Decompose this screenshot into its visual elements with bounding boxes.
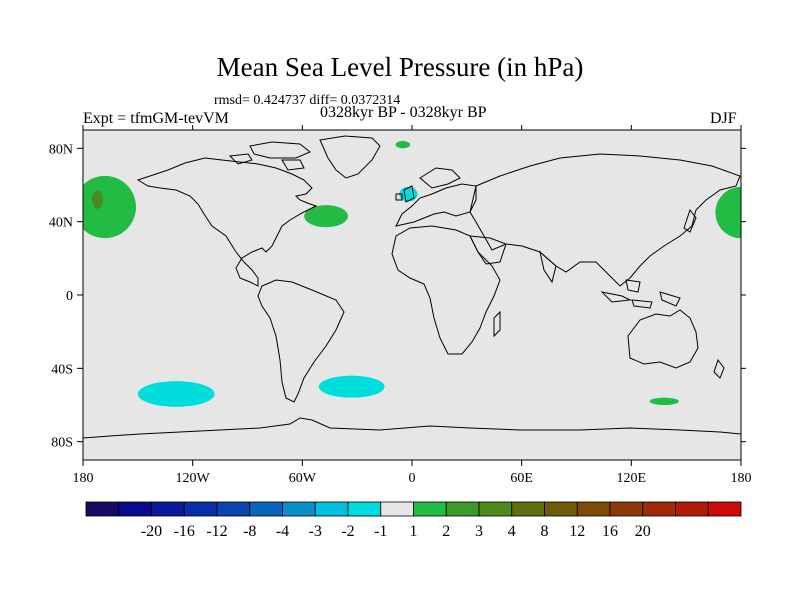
colorbar-swatch bbox=[413, 501, 447, 517]
coastline-indonesia bbox=[600, 279, 681, 309]
coastline-arctic-islands bbox=[228, 141, 311, 171]
map-panel: 180 120W 60W 0 60E 120E 180 80N 40N 0 40S 80S bbox=[49, 125, 752, 486]
anomaly-south-pacific-negative bbox=[137, 381, 215, 407]
colorbar-label: 2 bbox=[442, 523, 450, 540]
anomaly-southern-ocean-positive bbox=[649, 397, 679, 406]
plot-title: Mean Sea Level Pressure (in hPa) bbox=[216, 52, 584, 82]
colorbar-label: -3 bbox=[309, 523, 322, 540]
colorbar-swatch bbox=[118, 501, 152, 517]
coastline-madagascar bbox=[493, 310, 501, 338]
colorbar-swatch bbox=[216, 501, 251, 517]
coastline-japan bbox=[683, 208, 697, 233]
coastline-greenland bbox=[319, 135, 381, 179]
x-tick-label: 60W bbox=[289, 471, 317, 486]
colorbar-swatch bbox=[707, 501, 742, 517]
coastline-africa bbox=[391, 225, 501, 355]
y-tick-label: 0 bbox=[66, 289, 73, 304]
colorbar-label: 20 bbox=[635, 523, 651, 540]
colorbar-swatch bbox=[347, 501, 382, 517]
colorbar-label: 4 bbox=[508, 523, 516, 540]
colorbar-swatch bbox=[609, 501, 644, 517]
coastline-british-isles bbox=[395, 185, 415, 203]
colorbar-swatch bbox=[314, 501, 349, 517]
colorbar-swatch bbox=[576, 501, 611, 517]
y-tick-label: 80S bbox=[51, 436, 73, 451]
x-tick-label: 0 bbox=[409, 471, 416, 486]
period-label: 0328kyr BP - 0328kyr BP bbox=[320, 104, 487, 121]
coastline-north-america bbox=[136, 157, 318, 287]
colorbar-label: 12 bbox=[569, 523, 585, 540]
y-tick-label: 80N bbox=[49, 142, 73, 157]
coastline-asia bbox=[469, 153, 741, 287]
colorbar-swatch bbox=[478, 501, 513, 517]
stats-text: rmsd= 0.424737 diff= 0.0372314 bbox=[214, 93, 401, 108]
coastline-australia bbox=[627, 309, 699, 369]
colorbar-swatch bbox=[282, 501, 316, 517]
anomaly-arctic-positive bbox=[395, 141, 411, 149]
y-tick-label: 40N bbox=[49, 216, 73, 231]
coastline-antarctica bbox=[82, 417, 742, 439]
colorbar-label: -20 bbox=[141, 523, 162, 540]
colorbar-label: -4 bbox=[276, 523, 289, 540]
x-tick-label: 60E bbox=[510, 471, 533, 486]
colorbar-label: -12 bbox=[206, 523, 227, 540]
colorbar-swatch bbox=[380, 501, 414, 517]
anomaly-layer bbox=[83, 141, 741, 407]
colorbar-swatch bbox=[183, 501, 218, 517]
colorbar-swatch bbox=[511, 501, 545, 517]
coastline-south-america bbox=[257, 279, 345, 403]
anomaly-north-pacific-east-positive bbox=[715, 186, 741, 239]
colorbar-label: 8 bbox=[541, 523, 549, 540]
x-tick-label: 180 bbox=[73, 471, 94, 486]
colorbar-swatch bbox=[544, 501, 578, 517]
anomaly-north-pacific-core-positive bbox=[92, 190, 104, 209]
colorbar-label: -8 bbox=[243, 523, 256, 540]
anomaly-north-atlantic-positive bbox=[304, 205, 349, 228]
season-label: DJF bbox=[710, 110, 737, 127]
colorbar-swatch bbox=[249, 501, 283, 517]
coastline-new-zealand bbox=[713, 358, 725, 379]
x-tick-label: 120E bbox=[617, 471, 647, 486]
map-background bbox=[83, 130, 741, 460]
coastline-arabia-india bbox=[469, 235, 557, 284]
experiment-label: Expt = tfmGM-tevVM bbox=[83, 110, 229, 127]
colorbar-swatch bbox=[675, 501, 709, 517]
axis-ticks: 180 120W 60W 0 60E 120E 180 80N 40N 0 40S 80S bbox=[49, 125, 752, 486]
colorbar-label: -1 bbox=[374, 523, 387, 540]
colorbar: -20 -16 -12 -8 -4 -3 -2 -1 1 2 3 4 8 12 16 20 bbox=[85, 501, 742, 540]
coastlines bbox=[82, 135, 742, 439]
colorbar-label: 3 bbox=[475, 523, 483, 540]
x-tick-label: 120W bbox=[176, 471, 211, 486]
coastline-europe bbox=[395, 167, 477, 227]
x-tick-label: 180 bbox=[731, 471, 752, 486]
colorbar-swatch bbox=[445, 501, 480, 517]
colorbar-label: 16 bbox=[602, 523, 618, 540]
colorbar-label: -2 bbox=[341, 523, 354, 540]
colorbar-label: 1 bbox=[410, 523, 418, 540]
anomaly-south-atlantic-negative bbox=[318, 375, 385, 398]
y-tick-label: 40S bbox=[51, 362, 73, 377]
colorbar-label: -16 bbox=[174, 523, 195, 540]
colorbar-swatch bbox=[85, 501, 120, 517]
colorbar-swatch bbox=[151, 501, 185, 517]
colorbar-swatch bbox=[642, 501, 676, 517]
